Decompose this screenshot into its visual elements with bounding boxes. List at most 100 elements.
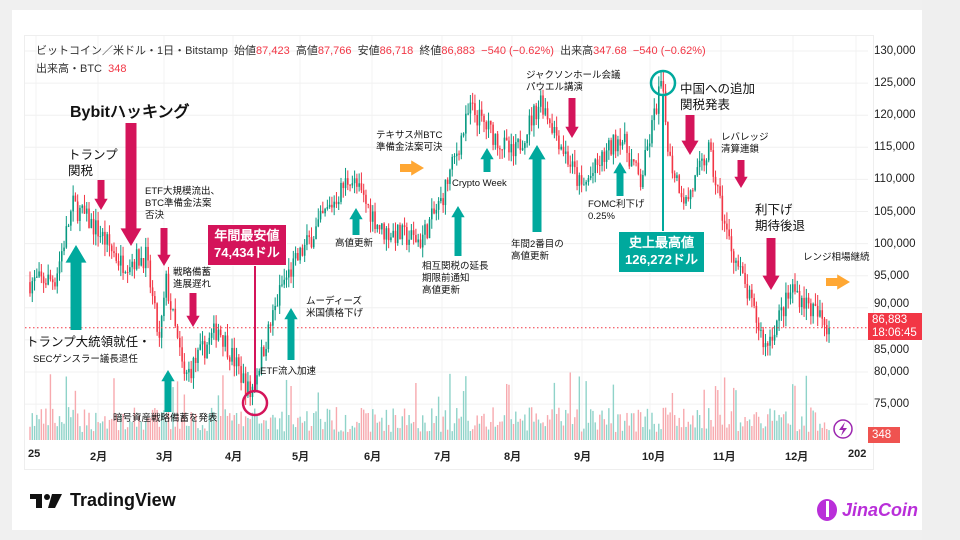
volume-bar <box>444 410 447 440</box>
candle-body <box>233 347 236 367</box>
volume-bar <box>585 381 587 440</box>
volume-bar <box>142 429 145 440</box>
candle-body <box>578 175 581 186</box>
candle-body <box>821 310 824 319</box>
candle-body <box>301 247 304 256</box>
candle-body <box>188 368 190 373</box>
annotation-new-high: 高値更新 <box>335 238 374 249</box>
candle-body <box>365 194 367 204</box>
symbol-label: ビットコイン／米ドル・1日・Bitstamp <box>36 45 228 57</box>
volume-bar <box>222 375 224 440</box>
volume-bar <box>637 409 640 440</box>
candle-body <box>589 175 592 179</box>
candle-body <box>281 284 283 286</box>
candle-body <box>351 183 354 186</box>
candle-body <box>535 105 538 120</box>
x-tick-label: 4月 <box>225 451 243 463</box>
arrow-up-icon <box>528 145 546 232</box>
volume-bar <box>742 426 744 440</box>
volume-bar <box>210 407 213 440</box>
volume-bar <box>344 414 347 440</box>
volume-bar <box>353 427 356 440</box>
candle-body <box>56 273 59 287</box>
volume-bar <box>208 413 211 440</box>
volume-bar <box>633 413 635 440</box>
volume-bar <box>576 409 578 440</box>
candle-body <box>163 297 165 317</box>
candle-body <box>657 86 660 114</box>
volume-bar <box>167 409 170 440</box>
volume-bar <box>694 427 696 440</box>
volume-bar <box>383 430 385 440</box>
candle-body <box>95 220 97 235</box>
candle-body <box>42 276 45 284</box>
last-price-tag: 86,883 18:06:45 <box>868 313 922 340</box>
volume-bar <box>160 411 163 440</box>
annotation-texas: テキサス州BTC 準備金法案可決 <box>376 130 443 153</box>
volume-bar <box>560 421 562 440</box>
candle-body <box>542 95 544 115</box>
y-tick-label: 75,000 <box>874 398 910 411</box>
candle-body <box>642 175 644 188</box>
candle-body <box>469 102 472 114</box>
volume-bar <box>671 392 674 440</box>
candle-body <box>242 373 245 383</box>
volume-bar <box>512 423 515 440</box>
candle-body <box>580 175 583 185</box>
volume-bar <box>335 407 338 440</box>
candle-body <box>244 373 247 396</box>
candle-body <box>673 173 676 179</box>
annotation-reserve-delay: 戦略備蓄 進展遅れ <box>173 267 212 290</box>
candle-body <box>512 144 515 157</box>
candle-body <box>662 80 665 92</box>
candle-body <box>406 227 408 245</box>
volume-bar <box>74 390 77 440</box>
y-tick-label: 105,000 <box>874 205 916 218</box>
arrow-down-icon <box>186 293 200 327</box>
volume-bar <box>267 428 270 440</box>
candle-body <box>612 134 615 155</box>
candle-body <box>174 308 177 326</box>
volume-bar <box>792 384 794 440</box>
candle-body <box>490 120 492 125</box>
volume-bar <box>744 417 746 440</box>
volume-bar <box>188 426 190 440</box>
volume-bar <box>56 426 58 440</box>
candle-body <box>676 175 678 179</box>
volume-bar <box>580 431 583 440</box>
volume-bar <box>485 426 487 440</box>
candle-body <box>703 158 705 166</box>
candle-body <box>201 341 204 345</box>
candle-body <box>546 108 549 120</box>
volume-bar <box>145 421 147 440</box>
volume-bar <box>635 431 637 440</box>
x-tick-label: 7月 <box>434 451 452 463</box>
candle-body <box>492 124 494 145</box>
volume-bar <box>233 415 235 440</box>
volume-bar <box>422 415 424 440</box>
volume-bar <box>397 427 399 440</box>
x-tick-label: 3月 <box>156 451 174 463</box>
candle-body <box>115 253 118 261</box>
volume-bar <box>433 423 435 440</box>
candle-body <box>235 357 238 367</box>
candle-body <box>167 273 170 302</box>
volume-bar <box>569 372 571 440</box>
candle-body <box>519 139 522 151</box>
volume-bar <box>530 407 533 440</box>
volume-bar <box>322 429 324 440</box>
volume-bar <box>683 408 685 440</box>
candle-body <box>392 230 394 238</box>
volume-bar <box>465 376 467 440</box>
candle-body <box>692 190 694 192</box>
volume-bar <box>723 377 726 440</box>
candle-body <box>294 253 297 259</box>
volume-bar <box>179 428 181 440</box>
candle-body <box>446 179 449 184</box>
candle-body <box>576 167 578 186</box>
candle-body <box>476 115 478 126</box>
candle-body <box>474 103 476 116</box>
volume-bar <box>385 409 388 440</box>
volume-bar <box>129 420 131 440</box>
